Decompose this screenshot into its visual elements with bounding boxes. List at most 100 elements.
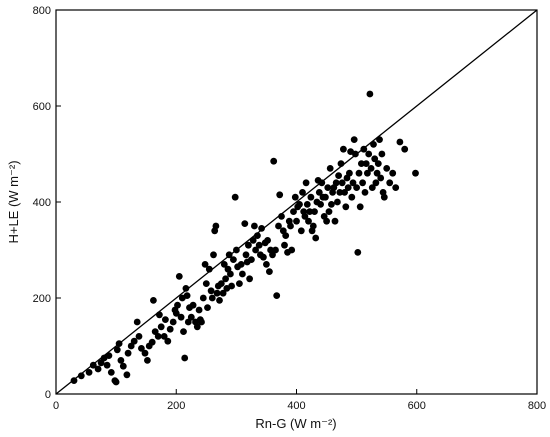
data-point: [338, 179, 346, 187]
data-point: [187, 313, 195, 321]
data-point: [325, 208, 333, 216]
data-point: [199, 294, 207, 302]
data-point: [275, 222, 282, 230]
data-point: [328, 201, 335, 208]
data-point: [291, 193, 299, 201]
data-point: [302, 179, 310, 187]
data-point: [231, 193, 239, 201]
data-point: [217, 280, 225, 287]
data-point: [355, 169, 363, 177]
data-point: [378, 150, 386, 158]
data-point: [317, 201, 324, 208]
data-point: [281, 241, 288, 249]
data-point: [349, 179, 357, 187]
data-point: [144, 357, 151, 364]
data-point: [195, 306, 203, 314]
data-point: [336, 189, 344, 196]
data-point: [130, 337, 138, 345]
data-point: [236, 280, 243, 287]
data-point: [230, 256, 237, 263]
data-point: [368, 184, 376, 192]
data-point: [70, 377, 78, 384]
data-point: [288, 246, 296, 254]
data-point: [263, 261, 270, 268]
data-point: [89, 361, 97, 369]
data-point: [260, 253, 267, 261]
data-point: [337, 160, 345, 168]
data-point: [157, 323, 165, 331]
x-axis-label: Rn-G (W m⁻²): [255, 416, 336, 431]
data-point: [332, 179, 340, 187]
data-point: [362, 160, 370, 168]
data-point: [133, 318, 141, 326]
data-point: [201, 261, 209, 268]
data-point: [396, 138, 404, 146]
data-point: [135, 333, 143, 340]
data-point: [360, 145, 368, 153]
data-point: [353, 184, 360, 192]
data-point: [346, 169, 353, 177]
data-point: [264, 237, 271, 244]
data-point: [112, 378, 120, 386]
data-point: [309, 222, 317, 230]
data-point: [326, 165, 334, 172]
data-point: [242, 251, 250, 259]
data-point: [123, 371, 131, 379]
data-point: [182, 285, 190, 292]
data-point: [341, 189, 348, 196]
data-point: [305, 217, 312, 225]
data-point: [160, 333, 168, 340]
data-point: [293, 217, 300, 225]
data-point: [287, 222, 294, 230]
one-to-one-line: [55, 9, 538, 395]
data-point: [189, 301, 197, 309]
data-point: [94, 365, 102, 373]
data-point: [276, 191, 284, 199]
data-point: [361, 189, 369, 196]
data-point: [377, 174, 385, 182]
x-tick-label: 600: [408, 400, 426, 412]
data-point: [290, 208, 297, 216]
y-tick-label: 600: [33, 101, 51, 113]
data-point: [342, 203, 350, 211]
data-point: [401, 145, 409, 153]
y-tick-label: 200: [33, 293, 51, 305]
data-point: [272, 246, 279, 254]
data-point: [246, 275, 254, 283]
data-point: [213, 289, 221, 297]
data-point: [371, 155, 379, 163]
data-point: [340, 145, 347, 153]
data-point: [164, 337, 172, 345]
data-point: [172, 310, 180, 317]
data-point: [77, 372, 85, 380]
data-point: [352, 150, 359, 158]
data-point: [124, 349, 132, 357]
x-tick-label: 200: [167, 400, 185, 412]
data-point: [193, 323, 201, 331]
data-point: [156, 311, 163, 319]
data-point: [252, 246, 259, 254]
data-point: [273, 292, 281, 299]
data-point: [216, 297, 223, 304]
data-point: [370, 141, 377, 148]
data-point: [270, 157, 278, 165]
reference-line-layer: [55, 9, 538, 395]
y-axis-label: H+LE (W m⁻²): [6, 160, 21, 243]
data-point: [412, 169, 419, 177]
data-point: [85, 369, 93, 376]
data-point: [212, 222, 220, 230]
data-point: [278, 213, 285, 220]
data-point: [198, 318, 205, 326]
data-point: [220, 261, 228, 268]
data-point: [227, 270, 234, 278]
data-point: [297, 227, 305, 235]
data-point: [107, 369, 115, 376]
data-point: [177, 313, 185, 321]
data-point: [301, 213, 309, 220]
data-point: [376, 136, 383, 144]
data-point: [296, 201, 303, 208]
data-point: [306, 208, 314, 216]
data-point: [356, 203, 364, 211]
data-point: [237, 261, 245, 268]
x-tick-label: 800: [528, 400, 546, 412]
